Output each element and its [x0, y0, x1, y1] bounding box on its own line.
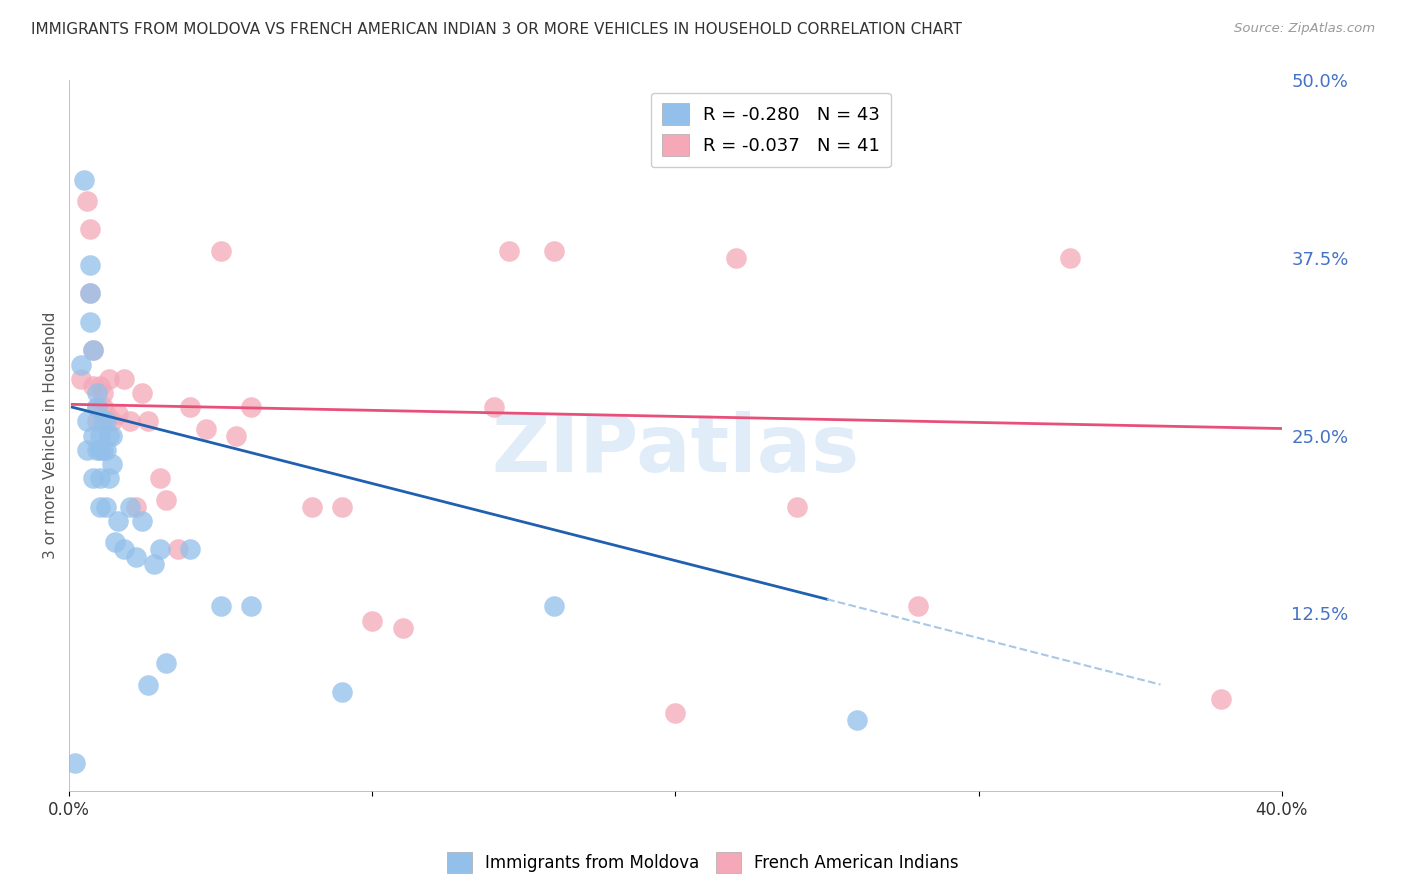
Point [82, 379, 104, 393]
Legend: R = -0.280   N = 43, R = -0.037   N = 41: R = -0.280 N = 43, R = -0.037 N = 41 [651, 93, 891, 168]
Point [118, 500, 141, 514]
Point [91, 400, 114, 414]
Point [136, 677, 159, 691]
Point [82, 343, 104, 358]
Point [391, 621, 413, 635]
Point [89, 442, 111, 457]
Point [100, 457, 122, 471]
Point [79, 222, 101, 236]
Point [482, 400, 505, 414]
Point [131, 386, 153, 401]
Point [89, 500, 111, 514]
Y-axis label: 3 or more Vehicles in Household: 3 or more Vehicles in Household [44, 312, 58, 559]
Point [86, 386, 108, 401]
Point [240, 599, 263, 614]
Point [70, 358, 93, 372]
Point [240, 400, 263, 414]
Point [1209, 691, 1232, 706]
Point [86, 442, 108, 457]
Point [91, 442, 114, 457]
Point [149, 542, 172, 557]
Point [149, 471, 172, 485]
Point [76, 442, 98, 457]
Point [846, 713, 869, 727]
Point [94, 500, 117, 514]
Point [89, 379, 111, 393]
Point [179, 542, 201, 557]
Point [125, 500, 148, 514]
Point [94, 414, 117, 428]
Point [118, 414, 141, 428]
Point [131, 514, 153, 528]
Point [65, 756, 87, 770]
Point [73, 172, 96, 186]
Point [107, 514, 129, 528]
Point [82, 471, 104, 485]
Point [107, 407, 129, 421]
Point [136, 414, 159, 428]
Point [100, 414, 122, 428]
Point [94, 407, 117, 421]
Point [155, 657, 177, 671]
Point [301, 500, 323, 514]
Point [79, 286, 101, 301]
Point [167, 542, 190, 557]
Point [86, 414, 108, 428]
Point [907, 599, 929, 614]
Point [330, 684, 353, 698]
Point [70, 372, 93, 386]
Point [112, 372, 135, 386]
Text: IMMIGRANTS FROM MOLDOVA VS FRENCH AMERICAN INDIAN 3 OR MORE VEHICLES IN HOUSEHOL: IMMIGRANTS FROM MOLDOVA VS FRENCH AMERIC… [31, 22, 962, 37]
Point [543, 244, 565, 258]
Point [209, 244, 232, 258]
Point [82, 428, 104, 442]
Point [79, 315, 101, 329]
Point [194, 421, 217, 435]
Point [79, 258, 101, 272]
Point [786, 500, 808, 514]
Point [361, 614, 384, 628]
Point [112, 542, 135, 557]
Text: Source: ZipAtlas.com: Source: ZipAtlas.com [1234, 22, 1375, 36]
Point [86, 400, 108, 414]
Point [86, 400, 108, 414]
Point [330, 500, 353, 514]
Point [76, 194, 98, 208]
Point [1059, 251, 1081, 265]
Point [100, 428, 122, 442]
Point [664, 706, 686, 720]
Point [97, 471, 120, 485]
Point [91, 414, 114, 428]
Point [79, 286, 101, 301]
Point [89, 428, 111, 442]
Point [725, 251, 748, 265]
Point [97, 372, 120, 386]
Point [209, 599, 232, 614]
Point [125, 549, 148, 564]
Point [76, 414, 98, 428]
Point [82, 343, 104, 358]
Point [91, 386, 114, 401]
Legend: Immigrants from Moldova, French American Indians: Immigrants from Moldova, French American… [440, 846, 966, 880]
Point [155, 492, 177, 507]
Point [543, 599, 565, 614]
Point [498, 244, 520, 258]
Point [104, 535, 127, 549]
Point [179, 400, 201, 414]
Point [94, 442, 117, 457]
Point [89, 471, 111, 485]
Point [225, 428, 247, 442]
Text: ZIPatlas: ZIPatlas [491, 411, 859, 489]
Point [143, 557, 166, 571]
Point [97, 428, 120, 442]
